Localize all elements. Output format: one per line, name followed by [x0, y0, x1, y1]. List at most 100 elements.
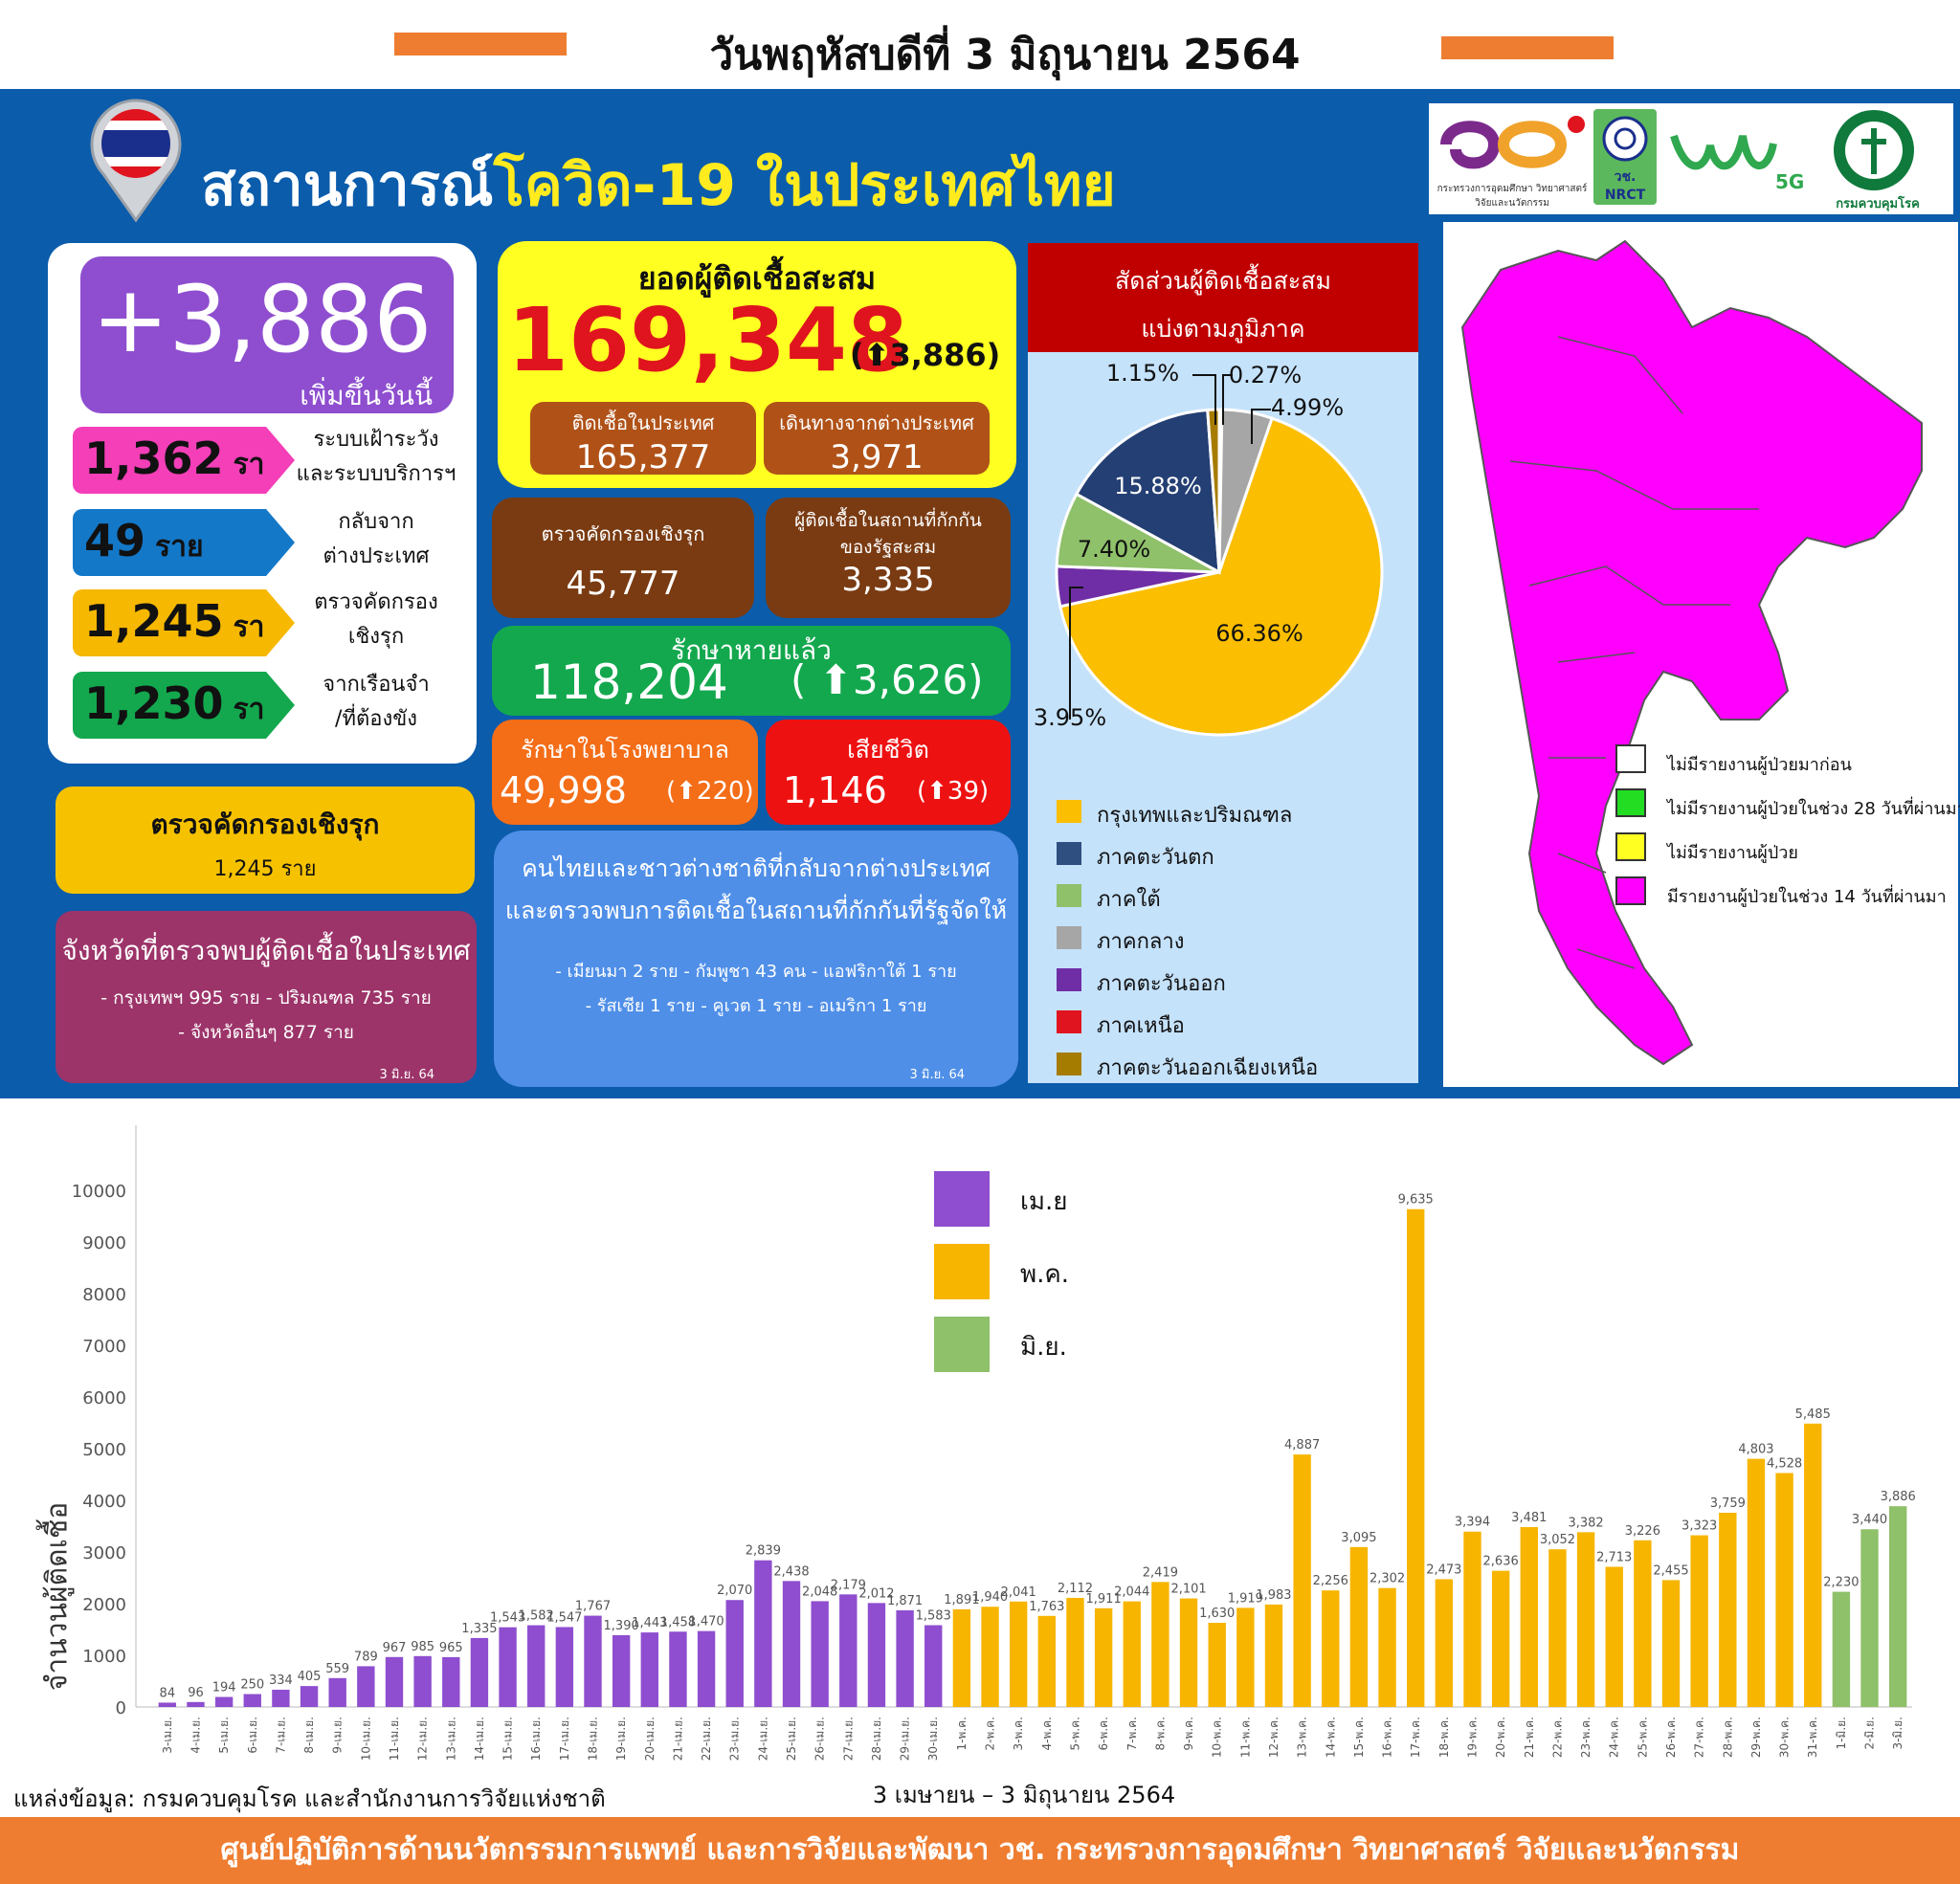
- pie-slice-label: 0.27%: [1229, 362, 1302, 388]
- x-tick-label: 9-เม.ย.: [331, 1717, 345, 1754]
- daily-total-label: เพิ่มขึ้นวันนี้: [300, 380, 433, 411]
- bar: [1293, 1454, 1311, 1707]
- daily-tag-value: 1,362 ราย: [84, 432, 282, 484]
- x-tick-label: 18-พ.ค.: [1437, 1717, 1451, 1758]
- daily-tag-desc-line: /ที่ต้องขัง: [335, 707, 417, 731]
- bar: [1548, 1549, 1567, 1707]
- bar: [669, 1631, 687, 1707]
- daily-tag-desc: จากเรือนจำ/ที่ต้องขัง: [285, 668, 467, 737]
- pie-leader-line: [1222, 374, 1233, 425]
- pie-leader-line: [1251, 409, 1271, 444]
- bar: [328, 1677, 346, 1707]
- x-tick-label: 30-พ.ค.: [1778, 1717, 1792, 1758]
- abroad-cases-label: เดินทางจากต่างประเทศ: [779, 411, 974, 434]
- x-tick-label: 28-พ.ค.: [1721, 1717, 1734, 1758]
- bar: [527, 1625, 546, 1707]
- ddc-logo-icon: [1834, 110, 1914, 190]
- x-tick-label: 14-เม.ย.: [473, 1717, 486, 1761]
- bar: [1719, 1513, 1737, 1707]
- bar-value-label: 3,759: [1710, 1496, 1746, 1511]
- x-tick-label: 8-เม.ย.: [302, 1717, 316, 1754]
- pie-slice-label: 7.40%: [1078, 536, 1150, 563]
- daily-total-value: +3,886: [92, 266, 433, 373]
- bar: [896, 1609, 914, 1707]
- screening-value: 45,777: [566, 565, 680, 603]
- bar: [839, 1594, 858, 1707]
- x-tick-label: 21-พ.ค.: [1523, 1717, 1536, 1758]
- map-legend-label: ไม่มีรายงานผู้ป่วย: [1667, 843, 1798, 863]
- page-title: สถานการณ์โควิด-19 ในประเทศไทย: [201, 152, 1116, 219]
- pie-leader-line: [1192, 374, 1216, 425]
- bar-value-label: 2,012: [858, 1586, 894, 1601]
- x-tick-label: 3-มิ.ย.: [1891, 1717, 1904, 1750]
- map-legend-label: มีรายงานผู้ป่วยในช่วง 14 วันที่ผ่านมา: [1667, 887, 1947, 907]
- bar: [1747, 1458, 1766, 1707]
- quarantine-box: ผู้ติดเชื้อในสถานที่กักกันของรัฐสะสม 3,3…: [766, 498, 1011, 618]
- deaths-delta: (⬆39): [917, 777, 990, 806]
- bar: [1009, 1601, 1028, 1707]
- x-tick-label: 24-พ.ค.: [1608, 1717, 1621, 1758]
- bar-value-label: 2,070: [717, 1584, 752, 1598]
- x-tick-label: 28-เม.ย.: [870, 1717, 883, 1761]
- bar-value-label: 3,095: [1341, 1531, 1376, 1545]
- bar-value-label: 96: [188, 1686, 204, 1700]
- thailand-map-icon: [1460, 239, 1923, 1066]
- bar: [1832, 1591, 1851, 1707]
- logo-5g-label: 5G: [1775, 170, 1805, 193]
- x-tick-label: 1-มิ.ย.: [1835, 1717, 1848, 1750]
- abroad-cases-box: เดินทางจากต่างประเทศ 3,971: [764, 402, 990, 477]
- nrct-logo: วช. NRCT: [1593, 109, 1657, 205]
- bar: [385, 1656, 404, 1707]
- x-tick-label: 15-พ.ค.: [1352, 1717, 1366, 1758]
- pie-slice: [1074, 408, 1221, 575]
- x-tick-label: 31-พ.ค.: [1806, 1717, 1819, 1758]
- bar-value-label: 2,302: [1370, 1572, 1405, 1586]
- bar: [1066, 1597, 1084, 1707]
- x-tick-label: 17-เม.ย.: [558, 1717, 571, 1761]
- bar: [640, 1632, 658, 1707]
- y-tick-label: 7000: [82, 1337, 126, 1357]
- bar: [357, 1666, 375, 1707]
- daily-tag-desc: ระบบเฝ้าระวัง และระบบบริการฯ: [285, 423, 467, 492]
- deaths-box: เสียชีวิต 1,146 (⬆39): [766, 720, 1011, 825]
- bar-value-label: 3,323: [1682, 1519, 1717, 1534]
- pie-legend-swatch: [1057, 968, 1081, 991]
- bar-value-label: 2,455: [1653, 1563, 1688, 1578]
- bar-value-label: 1,767: [575, 1600, 611, 1614]
- y-tick-label: 3000: [82, 1543, 126, 1563]
- x-tick-label: 29-เม.ย.: [899, 1717, 912, 1761]
- x-tick-label: 27-เม.ย.: [841, 1717, 855, 1761]
- hospital-value: 49,998: [500, 769, 627, 811]
- bar: [442, 1656, 460, 1707]
- bar: [754, 1560, 772, 1707]
- pie-legend-swatch: [1057, 926, 1081, 949]
- x-tick-label: 3-พ.ค.: [1012, 1717, 1025, 1751]
- cumulative-title: ยอดผู้ติดเชื้อสะสม: [637, 260, 877, 297]
- bar: [555, 1627, 574, 1707]
- x-tick-label: 16-เม.ย.: [529, 1717, 543, 1761]
- proactive-title: ตรวจคัดกรองเชิงรุก: [150, 809, 380, 840]
- x-tick-label: 20-เม.ย.: [643, 1717, 657, 1761]
- bar-value-label: 1,911: [1086, 1592, 1122, 1607]
- provinces-card: จังหวัดที่ตรวจพบผู้ติดเชื้อในประเทศ - กร…: [56, 911, 477, 1083]
- bar-value-label: 1,919: [1228, 1591, 1263, 1606]
- proactive-screening-card: ตรวจคัดกรองเชิงรุก 1,245 ราย: [56, 787, 475, 894]
- bar-legend-label: พ.ค.: [1020, 1260, 1069, 1289]
- x-tick-label: 22-พ.ค.: [1550, 1717, 1564, 1758]
- deaths-label: เสียชีวิต: [847, 736, 929, 764]
- pie-leader-line: [1069, 587, 1083, 720]
- data-source: แหล่งข้อมูล: กรมควบคุมโรค และสำนักงานการ…: [13, 1785, 606, 1812]
- cumulative-value: 169,348: [507, 289, 909, 391]
- bar-value-label: 1,940: [972, 1590, 1008, 1605]
- provinces-line2: - จังหวัดอื่นๆ 877 ราย: [178, 1022, 354, 1043]
- bar: [1576, 1532, 1595, 1707]
- bar: [924, 1625, 943, 1707]
- returnees-line2: - รัสเซีย 1 ราย - คูเวต 1 ราย - อเมริกา …: [585, 996, 927, 1016]
- returnees-title1: คนไทยและชาวต่างชาติที่กลับจากต่างประเทศ: [522, 854, 991, 882]
- hospital-delta: (⬆220): [666, 777, 754, 806]
- y-tick-label: 8000: [82, 1285, 126, 1305]
- daily-tag-desc-line: กลับจาก: [338, 510, 414, 534]
- x-tick-label: 6-เม.ย.: [246, 1717, 259, 1754]
- x-tick-label: 20-พ.ค.: [1494, 1717, 1507, 1758]
- pie-slice-label: 4.99%: [1271, 394, 1344, 421]
